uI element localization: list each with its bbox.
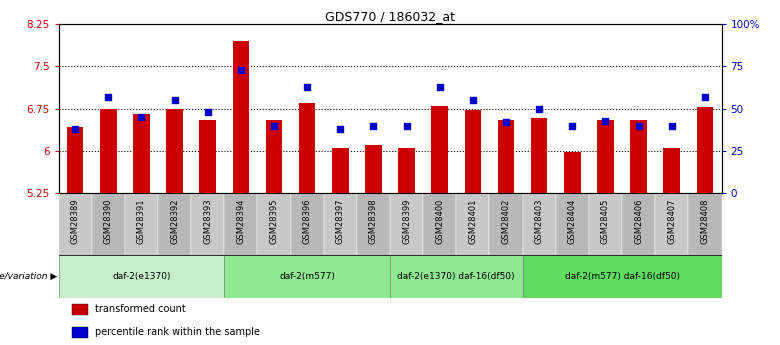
Bar	[390, 255, 523, 298]
Bar	[232, 41, 249, 193]
Text: daf-2(m577) daf-16(df50): daf-2(m577) daf-16(df50)	[565, 272, 679, 282]
Text: GSM28398: GSM28398	[369, 198, 378, 244]
Point	[434, 84, 446, 89]
Point	[599, 118, 612, 123]
Bar	[332, 148, 349, 193]
Bar	[589, 193, 622, 255]
Text: GSM28402: GSM28402	[502, 198, 511, 244]
Point	[102, 94, 115, 100]
Text: daf-2(e1370) daf-16(df50): daf-2(e1370) daf-16(df50)	[398, 272, 515, 282]
Bar	[399, 148, 415, 193]
Bar	[67, 127, 83, 193]
Bar	[597, 120, 614, 193]
Text: daf-2(m577): daf-2(m577)	[279, 272, 335, 282]
Text: GSM28400: GSM28400	[435, 198, 445, 244]
Text: GSM28394: GSM28394	[236, 198, 246, 244]
Bar	[431, 106, 448, 193]
Bar	[531, 118, 548, 193]
Bar	[365, 145, 381, 193]
Text: genotype/variation ▶: genotype/variation ▶	[0, 272, 58, 282]
Bar	[133, 114, 150, 193]
Point	[500, 119, 512, 125]
Bar	[290, 193, 324, 255]
Bar	[191, 193, 225, 255]
Bar	[622, 193, 655, 255]
Bar	[257, 193, 290, 255]
Text: GSM28399: GSM28399	[402, 198, 411, 244]
Bar	[158, 193, 191, 255]
Bar	[72, 304, 88, 315]
Text: transformed count: transformed count	[95, 304, 186, 314]
Bar	[166, 109, 183, 193]
Text: GSM28391: GSM28391	[136, 198, 146, 244]
Point	[466, 98, 479, 103]
Point	[301, 84, 314, 89]
Text: GSM28396: GSM28396	[303, 198, 312, 244]
Text: GSM28390: GSM28390	[104, 198, 113, 244]
Bar	[655, 193, 689, 255]
Bar	[630, 120, 647, 193]
Bar	[490, 193, 523, 255]
Bar	[225, 255, 390, 298]
Bar	[523, 193, 555, 255]
Text: GSM28389: GSM28389	[70, 198, 80, 244]
Point	[633, 123, 645, 128]
Point	[201, 109, 214, 115]
Point	[665, 123, 678, 128]
Bar	[266, 120, 282, 193]
Bar	[225, 193, 257, 255]
Point	[69, 126, 81, 132]
Text: GSM28393: GSM28393	[203, 198, 212, 244]
Text: GSM28392: GSM28392	[170, 198, 179, 244]
Text: GSM28395: GSM28395	[269, 198, 278, 244]
Point	[400, 123, 413, 128]
Bar	[100, 109, 116, 193]
Bar	[92, 193, 125, 255]
Text: daf-2(e1370): daf-2(e1370)	[112, 272, 171, 282]
Text: GSM28401: GSM28401	[468, 198, 477, 244]
Point	[168, 98, 181, 103]
Bar	[697, 107, 713, 193]
Bar	[555, 193, 589, 255]
Bar	[390, 193, 423, 255]
Point	[699, 94, 711, 100]
Text: GSM28397: GSM28397	[335, 198, 345, 244]
Point	[533, 106, 545, 111]
Bar	[356, 193, 390, 255]
Bar	[125, 193, 158, 255]
Text: GSM28408: GSM28408	[700, 198, 710, 244]
Text: GSM28407: GSM28407	[667, 198, 676, 244]
Bar	[324, 193, 356, 255]
Text: GSM28406: GSM28406	[634, 198, 644, 244]
Point	[235, 67, 247, 72]
Bar	[200, 120, 216, 193]
Bar	[465, 110, 481, 193]
Point	[566, 123, 579, 128]
Text: GSM28403: GSM28403	[534, 198, 544, 244]
Bar	[58, 255, 225, 298]
Text: GSM28404: GSM28404	[568, 198, 577, 244]
Bar	[498, 120, 514, 193]
Text: percentile rank within the sample: percentile rank within the sample	[95, 327, 260, 337]
Point	[135, 115, 147, 120]
Point	[268, 123, 280, 128]
Bar	[689, 193, 722, 255]
Bar	[299, 103, 315, 193]
Bar	[523, 255, 722, 298]
Bar	[456, 193, 490, 255]
Bar	[564, 152, 580, 193]
Title: GDS770 / 186032_at: GDS770 / 186032_at	[325, 10, 455, 23]
Point	[334, 126, 346, 132]
Bar	[664, 148, 680, 193]
Bar	[58, 193, 92, 255]
Text: GSM28405: GSM28405	[601, 198, 610, 244]
Bar	[423, 193, 456, 255]
Bar	[72, 327, 88, 338]
Point	[367, 123, 380, 128]
